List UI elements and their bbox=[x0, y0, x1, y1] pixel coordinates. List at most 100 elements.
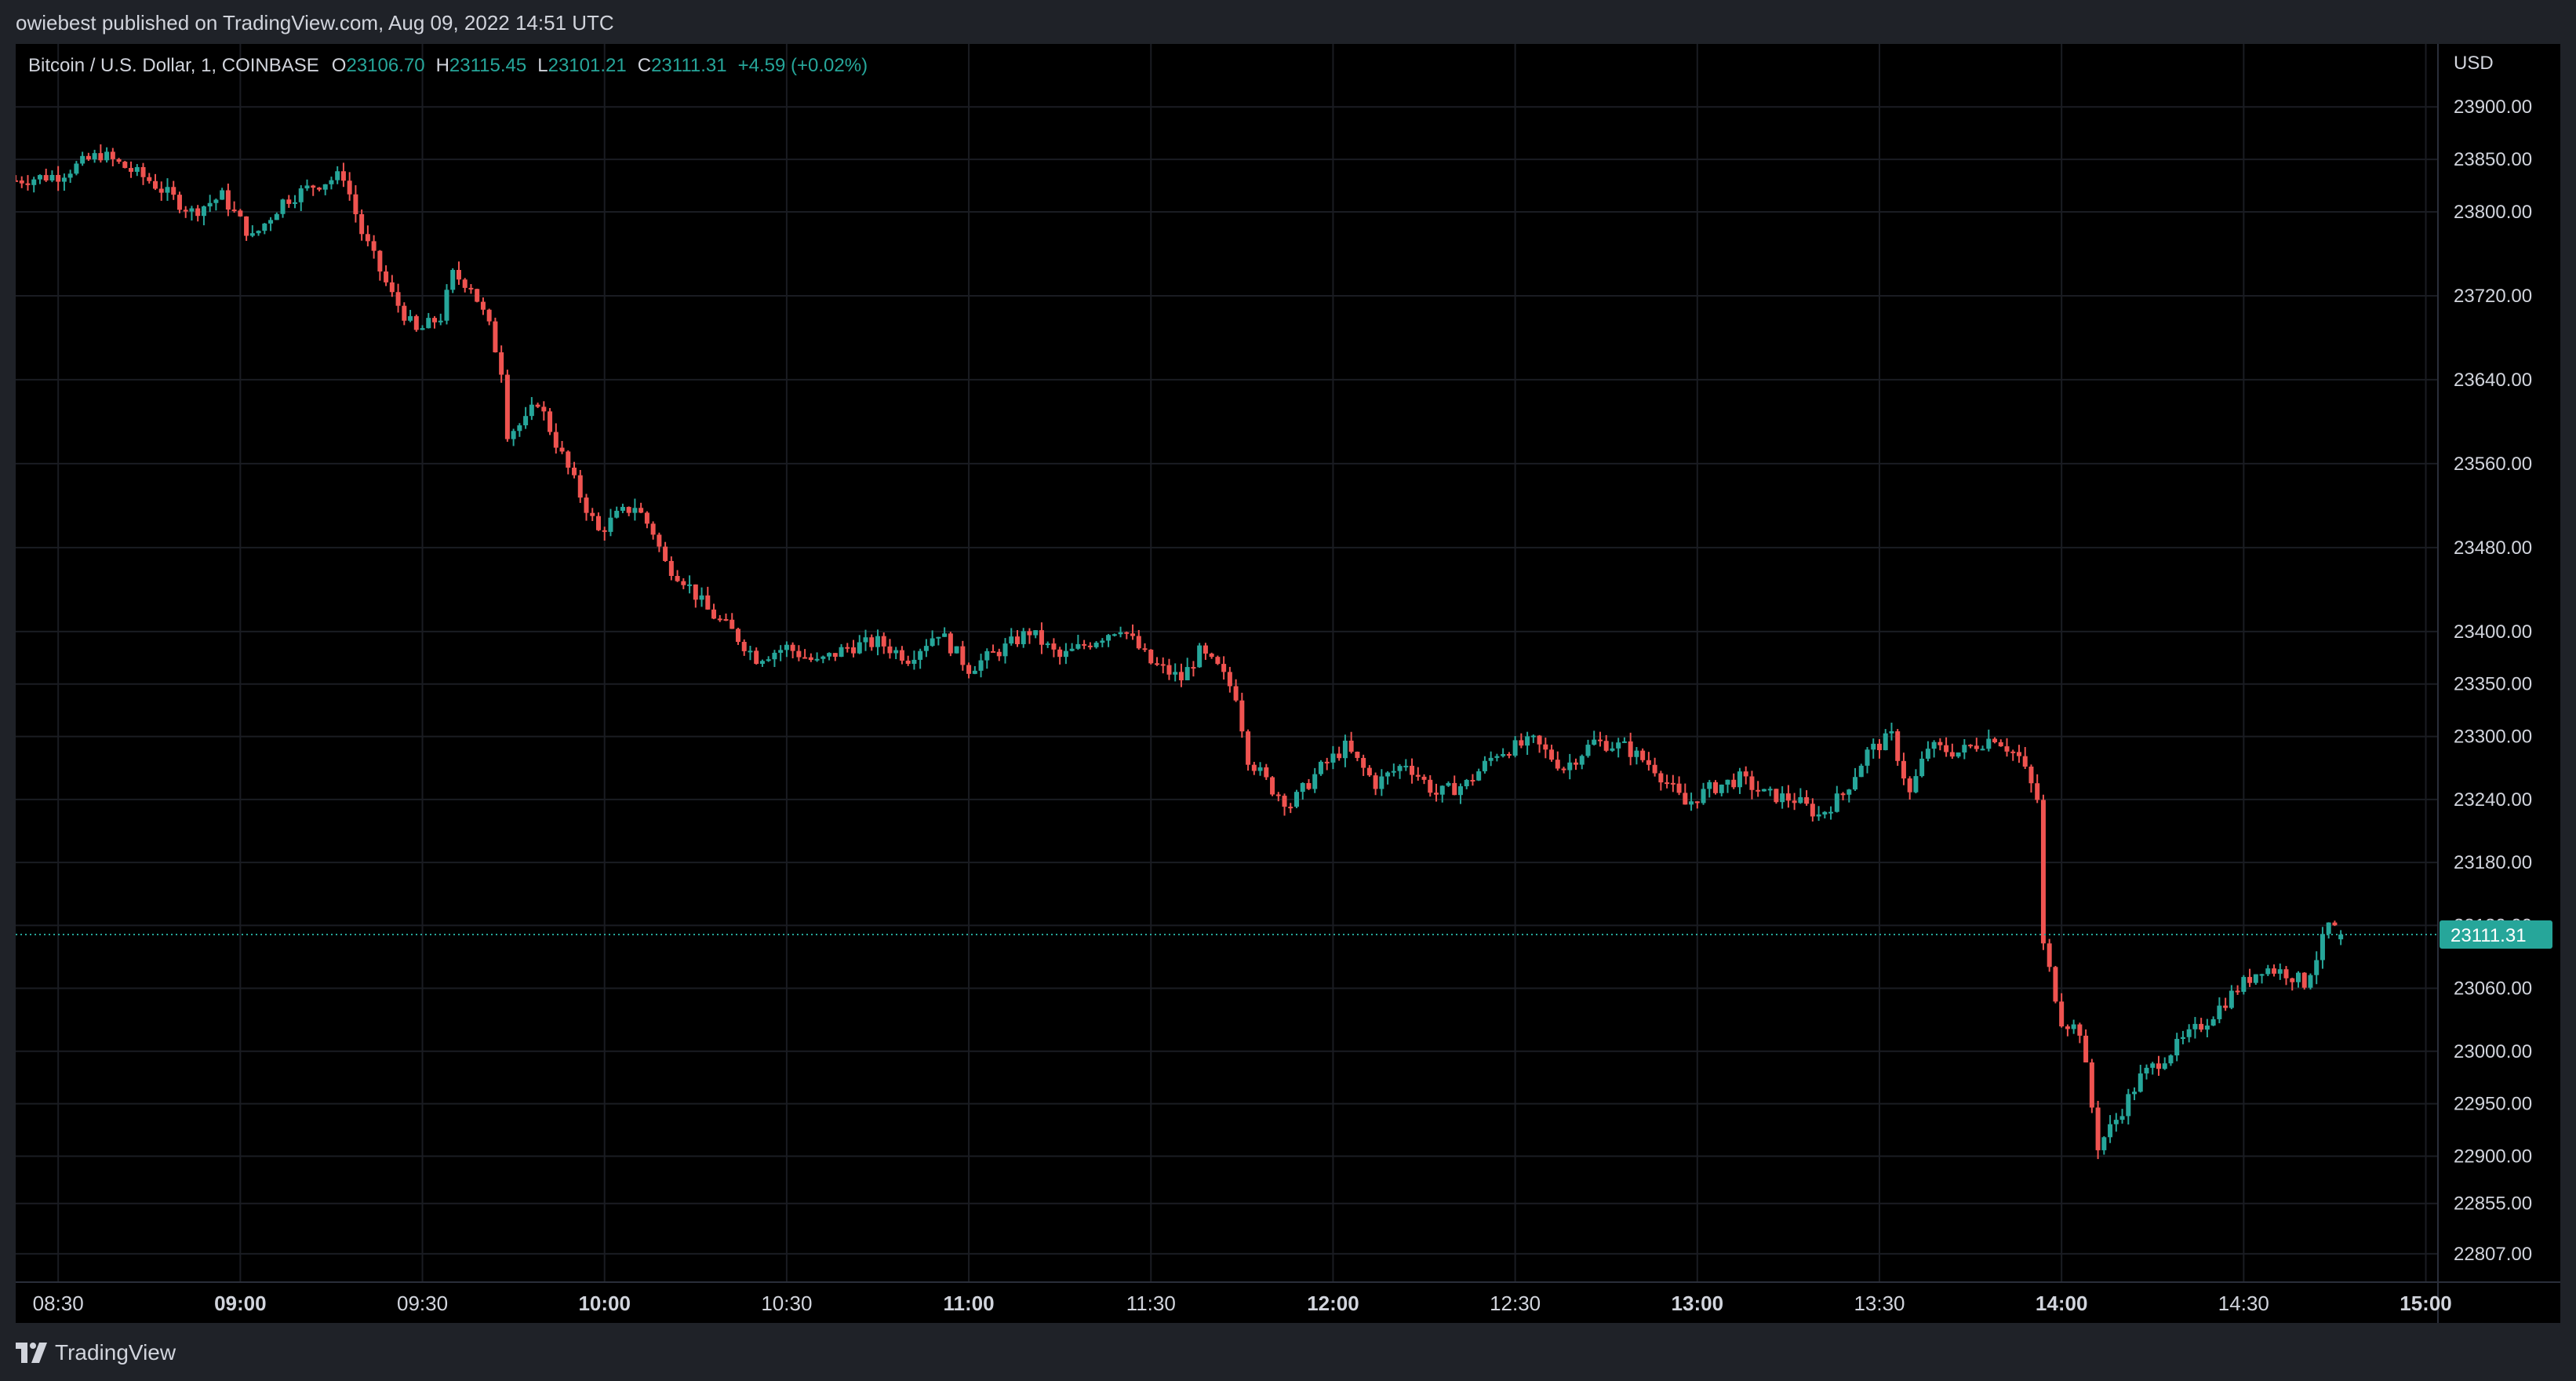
candle-down bbox=[1142, 648, 1148, 650]
price-tick-label: 22855.00 bbox=[2454, 1193, 2532, 1215]
candle-down bbox=[2272, 968, 2277, 974]
candle-down bbox=[2223, 1005, 2229, 1008]
candle-up bbox=[1780, 793, 1785, 803]
candle-up bbox=[1853, 777, 1858, 790]
candle-down bbox=[56, 174, 61, 182]
candle-down bbox=[16, 180, 18, 182]
candle-up bbox=[61, 177, 67, 182]
candle-down bbox=[1543, 744, 1548, 750]
candle-down bbox=[1670, 782, 1675, 785]
candle-up bbox=[1919, 758, 1925, 777]
price-tick-label: 23240.00 bbox=[2454, 789, 2532, 811]
candle-down bbox=[541, 406, 547, 412]
candlestick-chart[interactable]: USD 23900.00 23850.00 23800.00 23720.00 23640… bbox=[16, 44, 2560, 1323]
candle-down bbox=[1658, 773, 1664, 783]
candle-up bbox=[329, 180, 334, 184]
candle-up bbox=[298, 188, 304, 202]
candle-down bbox=[1082, 643, 1087, 646]
candle-up bbox=[930, 638, 935, 647]
candle-up bbox=[80, 155, 86, 164]
candle-down bbox=[1694, 801, 1700, 803]
candle-up bbox=[304, 185, 310, 189]
candle-down bbox=[1810, 803, 1815, 817]
candle-down bbox=[1288, 807, 1293, 809]
candle-down bbox=[1415, 774, 1421, 777]
candle-up bbox=[2210, 1018, 2216, 1026]
candle-up bbox=[1312, 774, 1318, 789]
candle-up bbox=[2265, 968, 2271, 975]
candle-down bbox=[1209, 653, 1214, 658]
tradingview-brand: TradingView bbox=[55, 1340, 176, 1365]
candle-down bbox=[887, 646, 893, 654]
candle-down bbox=[244, 216, 249, 236]
candle-up bbox=[31, 179, 37, 185]
candle-up bbox=[1956, 752, 1961, 757]
last-price-badge bbox=[2440, 920, 2552, 949]
candle-up bbox=[67, 173, 73, 178]
candle-down bbox=[1275, 794, 1281, 796]
candle-down bbox=[1366, 767, 1372, 776]
candle-up bbox=[936, 636, 941, 639]
candle-down bbox=[19, 180, 24, 184]
candle-up bbox=[2319, 934, 2325, 960]
tradingview-logo[interactable]: TradingView bbox=[16, 1337, 176, 1368]
candle-down bbox=[316, 188, 322, 190]
candle-down bbox=[1087, 645, 1093, 647]
candle-down bbox=[1992, 738, 1998, 742]
candle-down bbox=[802, 657, 808, 659]
candle-up bbox=[918, 650, 923, 660]
candle-down bbox=[432, 318, 438, 322]
candle-up bbox=[863, 637, 868, 643]
price-tick-label: 23900.00 bbox=[2454, 97, 2532, 118]
candle-down bbox=[2283, 969, 2289, 978]
candle-down bbox=[2047, 943, 2052, 967]
candle-down bbox=[43, 175, 49, 181]
candle-up bbox=[37, 175, 42, 180]
candle-down bbox=[851, 647, 857, 654]
candle-up bbox=[1980, 749, 1985, 751]
candle-up bbox=[1865, 749, 1870, 766]
candle-down bbox=[548, 411, 553, 432]
candle-down bbox=[468, 287, 474, 290]
last-price-label: 23111.31 bbox=[2450, 925, 2527, 946]
price-tick-label: 23640.00 bbox=[2454, 370, 2532, 391]
candle-down bbox=[1057, 649, 1063, 658]
candle-up bbox=[1318, 761, 1323, 774]
candle-up bbox=[1173, 672, 1178, 675]
candle-up bbox=[2108, 1124, 2113, 1138]
candle-down bbox=[347, 180, 352, 195]
candle-up bbox=[857, 642, 862, 654]
candle-down bbox=[1251, 764, 1257, 771]
candle-up bbox=[1719, 784, 1724, 793]
price-tick-label: 23180.00 bbox=[2454, 852, 2532, 873]
candle-down bbox=[1014, 636, 1020, 644]
candle-down bbox=[98, 153, 104, 161]
chart-frame[interactable]: USD 23900.00 23850.00 23800.00 23720.00 23640… bbox=[16, 44, 2560, 1323]
candle-up bbox=[262, 223, 267, 231]
candle-down bbox=[996, 651, 1002, 657]
candle-down bbox=[225, 190, 231, 210]
candle-down bbox=[796, 650, 802, 658]
candle-down bbox=[1944, 745, 1949, 752]
candle-down bbox=[2035, 783, 2040, 800]
candle-down bbox=[2053, 967, 2058, 1002]
candle-down bbox=[2022, 756, 2028, 767]
candle-up bbox=[1846, 789, 1852, 795]
candle-down bbox=[1968, 745, 1974, 747]
candle-up bbox=[1063, 650, 1068, 658]
candle-up bbox=[2126, 1094, 2131, 1117]
footer-bar: TradingView bbox=[0, 1323, 2576, 1381]
candle-down bbox=[657, 534, 662, 547]
candle-down bbox=[1148, 649, 1154, 664]
candle-up bbox=[827, 653, 832, 657]
candle-down bbox=[340, 171, 346, 181]
candle-up bbox=[2217, 1005, 2222, 1019]
candle-up bbox=[2277, 969, 2283, 974]
time-tick-label: 10:00 bbox=[578, 1292, 631, 1315]
candle-up bbox=[529, 404, 534, 417]
candle-down bbox=[183, 210, 188, 212]
candle-down bbox=[2235, 990, 2240, 993]
candle-up bbox=[280, 199, 286, 214]
candle-down bbox=[881, 636, 886, 647]
candle-up bbox=[1294, 792, 1300, 807]
